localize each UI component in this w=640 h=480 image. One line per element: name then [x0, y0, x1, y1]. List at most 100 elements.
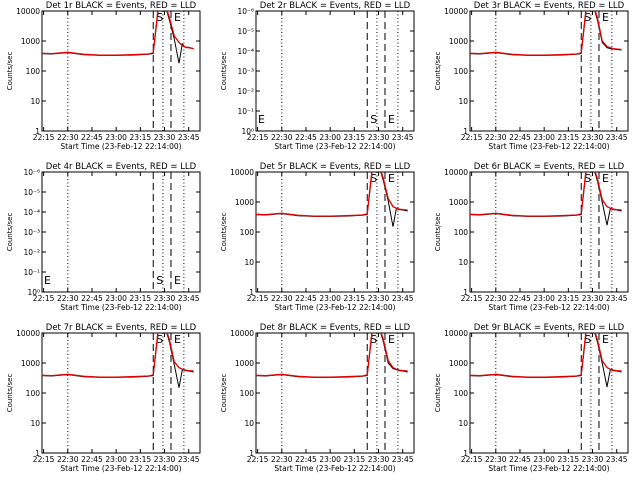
x-tick-label: 22:30 [57, 133, 79, 142]
x-tick-label: 22:15 [461, 133, 483, 142]
y-axis-label: Counts/sec [6, 52, 14, 91]
plot-panel-8: Det 8r BLACK = Events, RED = LLD 1 10 100 10… [220, 323, 415, 473]
x-tick-label: 23:15 [130, 294, 152, 303]
x-tick-label: 22:30 [485, 455, 507, 464]
y-axis-label: Counts/sec [434, 213, 442, 252]
x-tick-label: 22:15 [33, 294, 55, 303]
y-tick-label: 10 [30, 419, 40, 428]
x-tick-label: 22:45 [81, 455, 103, 464]
y-tick-label: 10 [458, 97, 468, 106]
series-line-lld [470, 11, 622, 56]
x-tick-label: 22:30 [271, 133, 293, 142]
y-tick-label: 1 [463, 127, 468, 136]
marker-label: S [584, 11, 591, 24]
x-tick-label: 22:15 [33, 133, 55, 142]
y-tick-label: 100 [26, 67, 41, 76]
x-axis-label: Start Time (23-Feb-12 22:14:00) [488, 464, 609, 473]
y-axis-label: Counts/sec [220, 213, 228, 252]
y-tick-label: 10⁻³ [237, 67, 254, 76]
x-tick-label: 22:30 [57, 294, 79, 303]
x-axis-label: Start Time (23-Feb-12 22:14:00) [60, 464, 181, 473]
marker-label: S [156, 11, 163, 24]
y-tick-label: 100 [240, 228, 255, 237]
x-tick-label: 23:00 [533, 294, 555, 303]
y-tick-label: 1000 [235, 359, 254, 368]
marker-label: S [370, 113, 377, 126]
y-tick-label: 10 [30, 97, 40, 106]
marker-label: E [174, 333, 181, 346]
y-tick-label: 1 [35, 127, 40, 136]
plot-panel-6: Det 6r BLACK = Events, RED = LLD 1 10 100 10… [434, 162, 629, 312]
y-tick-label: 1 [463, 449, 468, 458]
x-axis-label: Start Time (23-Feb-12 22:14:00) [488, 303, 609, 312]
marker-label: S [156, 333, 163, 346]
x-tick-label: 22:45 [509, 294, 531, 303]
y-tick-label: 10⁻¹ [23, 268, 40, 277]
x-tick-label: 22:45 [509, 455, 531, 464]
x-tick-label: 23:45 [392, 133, 414, 142]
y-tick-label: 1000 [21, 37, 40, 46]
y-tick-label: 1 [249, 449, 254, 458]
x-tick-label: 22:45 [295, 455, 317, 464]
y-tick-label: 10⁻⁵ [237, 27, 254, 36]
x-axis-label: Start Time (23-Feb-12 22:14:00) [488, 142, 609, 151]
y-tick-label: 1000 [21, 359, 40, 368]
plot-frame [255, 332, 415, 454]
plot-frame [469, 171, 629, 293]
x-tick-label: 23:00 [105, 455, 127, 464]
x-tick-label: 23:45 [392, 294, 414, 303]
y-tick-label: 10⁻⁶ [23, 168, 40, 177]
y-tick-label: 10⁻¹ [237, 107, 254, 116]
plot-panel-4: Det 4r BLACK = Events, RED = LLD 10⁰ 10⁻¹ 1… [6, 162, 201, 312]
plot-panel-2: Det 2r BLACK = Events, RED = LLD 10⁰ 10⁻¹ 1… [220, 1, 415, 151]
marker-label: E [388, 113, 395, 126]
x-axis-label: Start Time (23-Feb-12 22:14:00) [274, 142, 395, 151]
x-tick-label: 23:45 [606, 294, 628, 303]
x-tick-label: 22:45 [81, 294, 103, 303]
x-tick-label: 23:45 [178, 455, 200, 464]
marker-label: E [602, 333, 609, 346]
marker-label: S [370, 333, 377, 346]
corner-label: E [44, 274, 51, 287]
series-line-lld [42, 333, 194, 378]
y-tick-label: 10 [244, 258, 254, 267]
y-tick-label: 1000 [235, 198, 254, 207]
x-tick-label: 22:15 [461, 294, 483, 303]
x-axis-label: Start Time (23-Feb-12 22:14:00) [274, 303, 395, 312]
x-tick-label: 23:30 [154, 294, 176, 303]
y-tick-label: 100 [26, 389, 41, 398]
x-tick-label: 23:30 [368, 455, 390, 464]
plot-title: Det 4r BLACK = Events, RED = LLD [46, 162, 197, 172]
marker-label: E [388, 333, 395, 346]
x-tick-label: 23:45 [606, 133, 628, 142]
x-tick-label: 22:30 [271, 455, 293, 464]
y-tick-label: 100 [454, 389, 469, 398]
plot-panel-1: Det 1r BLACK = Events, RED = LLD 1 10 100 10… [6, 1, 201, 151]
x-tick-label: 23:00 [533, 133, 555, 142]
y-axis-label: Counts/sec [434, 374, 442, 413]
plot-title: Det 5r BLACK = Events, RED = LLD [260, 162, 411, 172]
x-tick-label: 23:00 [319, 455, 341, 464]
y-tick-label: 10⁻⁴ [237, 47, 254, 56]
x-tick-label: 23:15 [558, 133, 580, 142]
x-tick-label: 22:15 [247, 133, 269, 142]
y-tick-label: 10⁰ [27, 288, 40, 297]
y-tick-label: 10⁻² [237, 87, 254, 96]
plot-frame [41, 10, 201, 132]
x-tick-label: 23:45 [606, 455, 628, 464]
plot-panel-7: Det 7r BLACK = Events, RED = LLD 1 10 100 10… [6, 323, 201, 473]
x-axis-label: Start Time (23-Feb-12 22:14:00) [274, 464, 395, 473]
x-tick-label: 22:45 [295, 133, 317, 142]
y-tick-label: 10⁻⁴ [23, 208, 40, 217]
series-line-lld [470, 333, 622, 378]
x-tick-label: 22:30 [57, 455, 79, 464]
x-tick-label: 23:00 [533, 455, 555, 464]
plot-title: Det 8r BLACK = Events, RED = LLD [260, 323, 411, 333]
plot-panel-9: Det 9r BLACK = Events, RED = LLD 1 10 100 10… [434, 323, 629, 473]
x-tick-label: 23:15 [130, 455, 152, 464]
x-tick-label: 23:00 [105, 133, 127, 142]
y-tick-label: 1 [463, 288, 468, 297]
x-tick-label: 23:30 [154, 455, 176, 464]
x-tick-label: 23:00 [105, 294, 127, 303]
x-tick-label: 22:45 [509, 133, 531, 142]
